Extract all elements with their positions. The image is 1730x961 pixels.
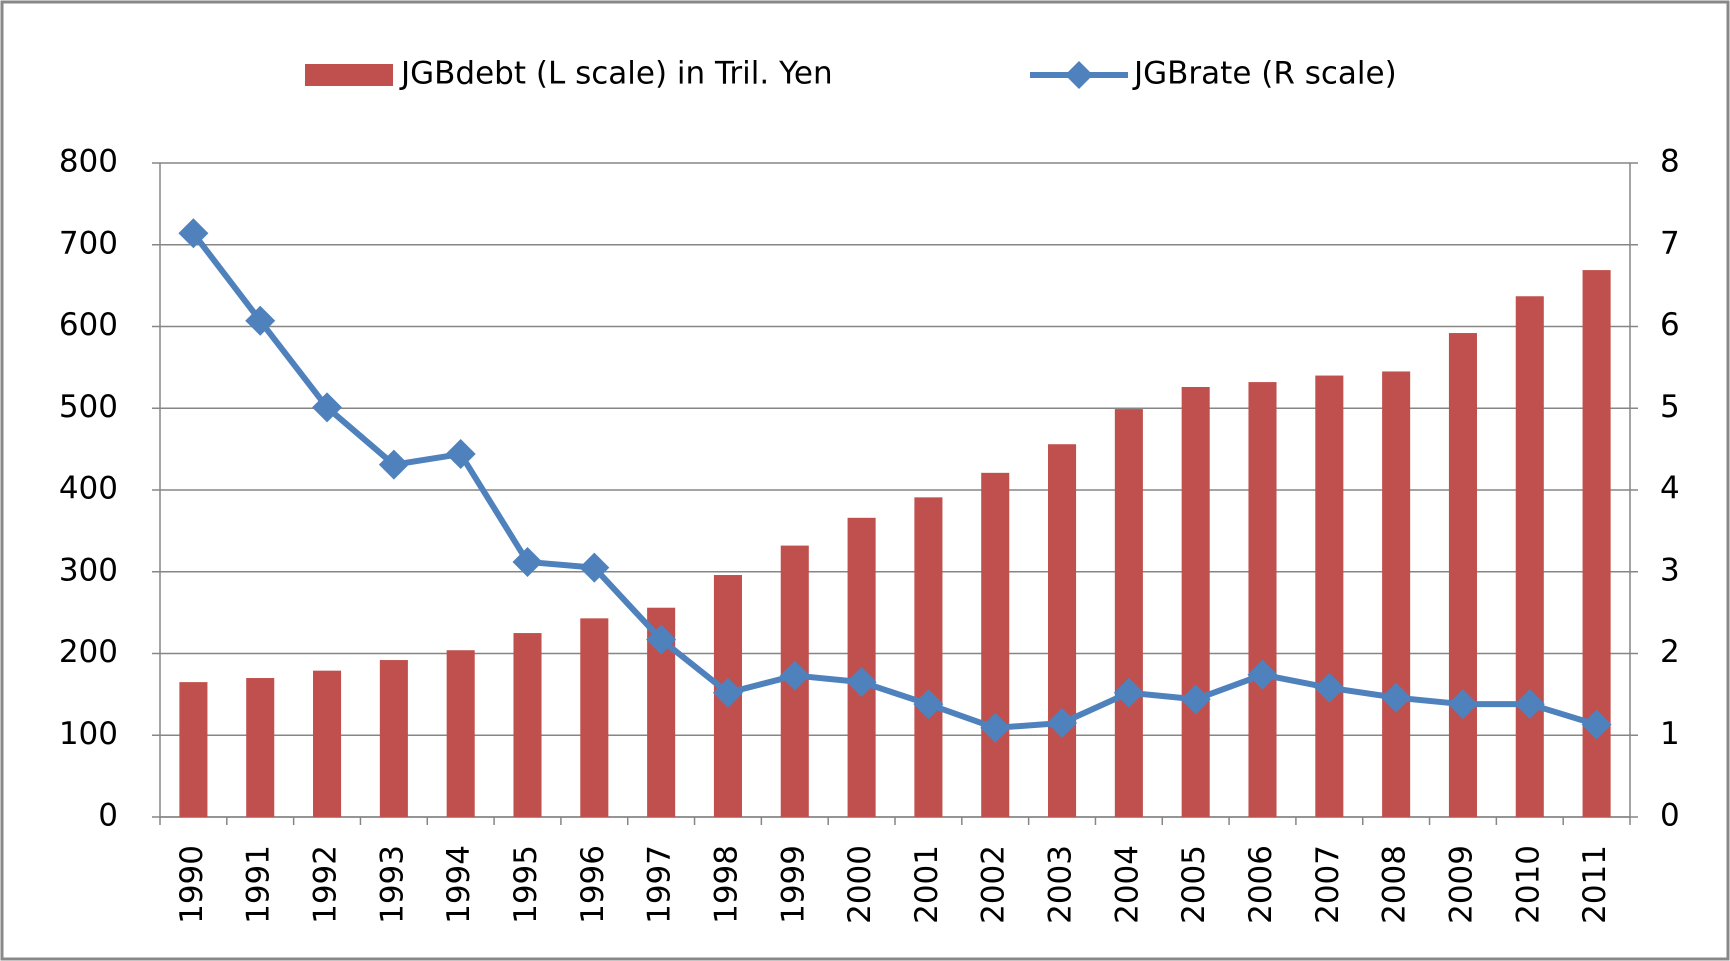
legend-marker [1065,61,1093,89]
bar [179,682,208,817]
marker [712,677,743,708]
marker [245,305,276,336]
y2-tick-label: 0 [1660,798,1680,834]
marker [646,624,677,655]
x-tick-label: 2004 [1109,845,1145,924]
bar [580,618,609,817]
x-tick-label: 1998 [708,845,744,924]
x-tick-label: 2008 [1377,845,1413,924]
x-tick-label: 1990 [174,845,210,924]
marker [178,218,209,249]
marker [1381,682,1412,713]
marker [1314,672,1345,703]
bar [513,633,542,817]
y-tick-label: 600 [59,307,118,343]
marker [1113,677,1144,708]
y-tick-label: 200 [59,634,118,670]
marker [1581,709,1612,740]
x-tick-label: 2000 [842,845,878,924]
x-tick-label: 1994 [441,845,477,924]
y-tick-label: 700 [59,225,118,261]
x-tick-label: 1993 [374,845,410,924]
x-tick-label: 2011 [1577,845,1613,924]
x-tick-label: 1991 [241,845,277,924]
bar [1114,409,1143,817]
x-tick-label: 2001 [909,845,945,924]
x-tick-label: 2005 [1176,845,1212,924]
x-tick-label: 1997 [642,845,678,924]
y2-tick-label: 7 [1660,225,1680,261]
y-tick-label: 100 [59,716,118,752]
marker [980,712,1011,743]
bar [1048,444,1077,817]
marker [512,546,543,577]
marker [913,689,944,720]
y2-tick-label: 1 [1660,716,1680,752]
x-tick-label: 2002 [976,845,1012,924]
y-tick-label: 400 [59,471,118,507]
y2-tick-label: 4 [1660,471,1680,507]
x-tick-label: 1992 [308,845,344,924]
marker [1247,659,1278,690]
bar [379,660,408,817]
bar [1181,386,1210,817]
marker [846,667,877,698]
x-tick-label: 1996 [575,845,611,924]
x-tick-label: 2007 [1310,845,1346,924]
y-tick-label: 0 [98,798,118,834]
bar [1448,333,1477,817]
x-tick-label: 1999 [775,845,811,924]
x-tick-label: 2003 [1043,845,1079,924]
marker [378,449,409,480]
y2-tick-label: 5 [1660,389,1680,425]
legend-label: JGBrate (R scale) [1132,56,1397,92]
y-tick-label: 300 [59,552,118,588]
y2-tick-label: 8 [1660,144,1680,180]
marker [1047,707,1078,738]
bar [313,670,342,817]
bar [1315,375,1344,817]
marker [579,552,610,583]
x-tick-label: 1995 [508,845,544,924]
x-tick-label: 2006 [1243,845,1279,924]
bar [1248,382,1277,817]
marker [1447,689,1478,720]
y2-tick-label: 6 [1660,307,1680,343]
line [191,231,1598,731]
bar [981,472,1010,817]
marker [779,660,810,691]
legend-label: JGBdebt (L scale) in Tril. Yen [399,56,833,92]
y2-tick-label: 2 [1660,634,1680,670]
y-tick-label: 500 [59,389,118,425]
marker [312,392,343,423]
bar [446,650,475,817]
y2-tick-label: 3 [1660,552,1680,588]
marker [1514,689,1545,720]
bar [914,497,943,817]
bar [1515,296,1544,817]
bar [1382,371,1411,817]
y-tick-label: 800 [59,144,118,180]
marker [1180,684,1211,715]
x-tick-label: 2010 [1510,845,1546,924]
legend-swatch [305,64,393,86]
marker [445,439,476,470]
x-tick-label: 2009 [1443,845,1479,924]
bar [246,678,275,817]
